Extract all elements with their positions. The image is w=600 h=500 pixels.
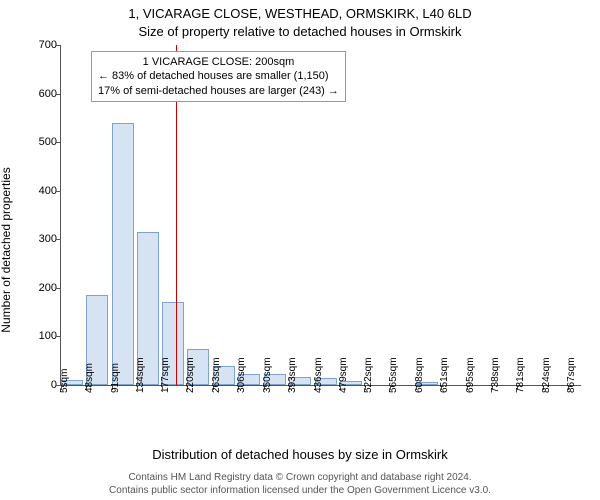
x-tick-label: 220sqm — [185, 357, 196, 393]
annot-line3: 17% of semi-detached houses are larger (… — [98, 84, 339, 98]
x-tick-label: 91sqm — [110, 363, 121, 393]
y-tick-mark — [56, 336, 61, 337]
annotation-box: 1 VICARAGE CLOSE: 200sqm← 83% of detache… — [91, 51, 346, 102]
annot-line2: ← 83% of detached houses are smaller (1,… — [98, 69, 339, 83]
x-tick-label: 479sqm — [338, 357, 349, 393]
x-tick-label: 867sqm — [566, 357, 577, 393]
x-tick-label: 134sqm — [135, 357, 146, 393]
x-tick-label: 824sqm — [541, 357, 552, 393]
y-tick-mark — [56, 94, 61, 95]
y-tick-mark — [56, 191, 61, 192]
x-tick-label: 177sqm — [160, 357, 171, 393]
x-tick-label: 393sqm — [287, 357, 298, 393]
chart-title-line2: Size of property relative to detached ho… — [0, 24, 600, 39]
footer-line1: Contains HM Land Registry data © Crown c… — [0, 472, 600, 484]
x-axis-label: Distribution of detached houses by size … — [0, 447, 600, 462]
chart-title-line1: 1, VICARAGE CLOSE, WESTHEAD, ORMSKIRK, L… — [0, 6, 600, 21]
chart-container: 1, VICARAGE CLOSE, WESTHEAD, ORMSKIRK, L… — [0, 0, 600, 500]
footer-line2: Contains public sector information licen… — [0, 485, 600, 497]
plot-area: 01002003004005006007005sqm48sqm91sqm134s… — [60, 45, 581, 386]
x-tick-label: 608sqm — [414, 357, 425, 393]
y-tick-mark — [56, 45, 61, 46]
x-tick-label: 48sqm — [84, 363, 95, 393]
x-tick-label: 781sqm — [515, 357, 526, 393]
x-tick-label: 651sqm — [439, 357, 450, 393]
annot-line1: 1 VICARAGE CLOSE: 200sqm — [98, 55, 339, 69]
x-tick-label: 565sqm — [388, 357, 399, 393]
x-tick-label: 306sqm — [236, 357, 247, 393]
x-tick-label: 522sqm — [363, 357, 374, 393]
x-tick-label: 263sqm — [211, 357, 222, 393]
x-tick-label: 738sqm — [490, 357, 501, 393]
histogram-bar — [112, 123, 134, 385]
x-tick-label: 350sqm — [262, 357, 273, 393]
y-tick-mark — [56, 288, 61, 289]
x-tick-label: 5sqm — [59, 369, 70, 393]
x-tick-label: 695sqm — [465, 357, 476, 393]
y-tick-mark — [56, 142, 61, 143]
y-axis-label: Number of detached properties — [0, 167, 13, 332]
y-tick-mark — [56, 239, 61, 240]
x-tick-label: 436sqm — [313, 357, 324, 393]
